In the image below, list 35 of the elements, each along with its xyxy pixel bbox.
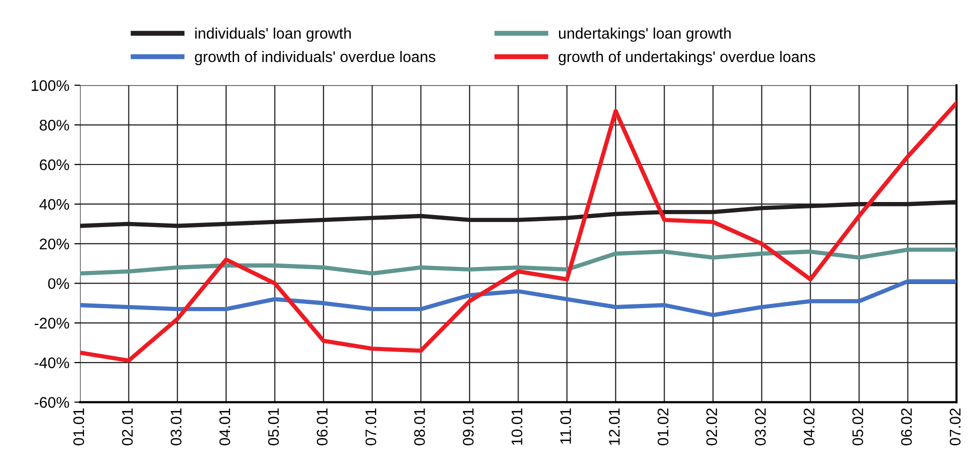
y-tick-label: -40% xyxy=(34,357,70,368)
x-tick-label: 07.02 xyxy=(950,408,961,446)
y-tick-label: -60% xyxy=(34,397,70,408)
line-series xyxy=(80,279,956,318)
y-tick-label: 80% xyxy=(40,120,70,131)
y-tick-label: 0% xyxy=(48,278,70,290)
x-tick-label: 03.02 xyxy=(754,408,766,446)
y-tick-label: 100% xyxy=(32,80,70,91)
line-series xyxy=(80,248,956,276)
x-tick-label: 05.02 xyxy=(852,408,864,446)
x-tick-label: 09.01 xyxy=(462,408,474,446)
x-tick-label: 12.01 xyxy=(608,408,620,445)
x-tick-label: 07.01 xyxy=(365,408,376,446)
x-tick-label: 01.02 xyxy=(658,408,668,446)
y-tick-label: 60% xyxy=(40,159,70,170)
x-tick-label: 08.01 xyxy=(414,408,425,446)
line-series xyxy=(80,101,956,363)
x-tick-label: 01.01 xyxy=(73,408,84,446)
y-tick-label: -20% xyxy=(34,318,70,329)
x-tick-label: 06.01 xyxy=(316,408,328,446)
legend-label: individuals' loan growth xyxy=(195,28,351,42)
x-tick-label: 06.02 xyxy=(901,408,912,446)
y-tick-label: 40% xyxy=(39,198,70,210)
x-tick-label: 04.01 xyxy=(219,408,230,446)
x-tick-label: 04.02 xyxy=(804,408,815,446)
legend-label: undertakings' loan growth xyxy=(559,28,731,42)
y-tick-label: 20% xyxy=(40,238,70,250)
legend-label: growth of undertakings' overdue loans xyxy=(558,50,816,66)
x-tick-label: 02.02 xyxy=(706,408,718,446)
x-tick-label: 05.01 xyxy=(268,408,279,446)
x-tick-label: 10.01 xyxy=(512,408,522,445)
x-tick-label: 11.01 xyxy=(560,408,572,444)
legend-label: growth of individuals' overdue loans xyxy=(194,50,436,66)
x-tick-label: 02.01 xyxy=(122,408,133,446)
x-tick-label: 03.01 xyxy=(170,408,182,446)
